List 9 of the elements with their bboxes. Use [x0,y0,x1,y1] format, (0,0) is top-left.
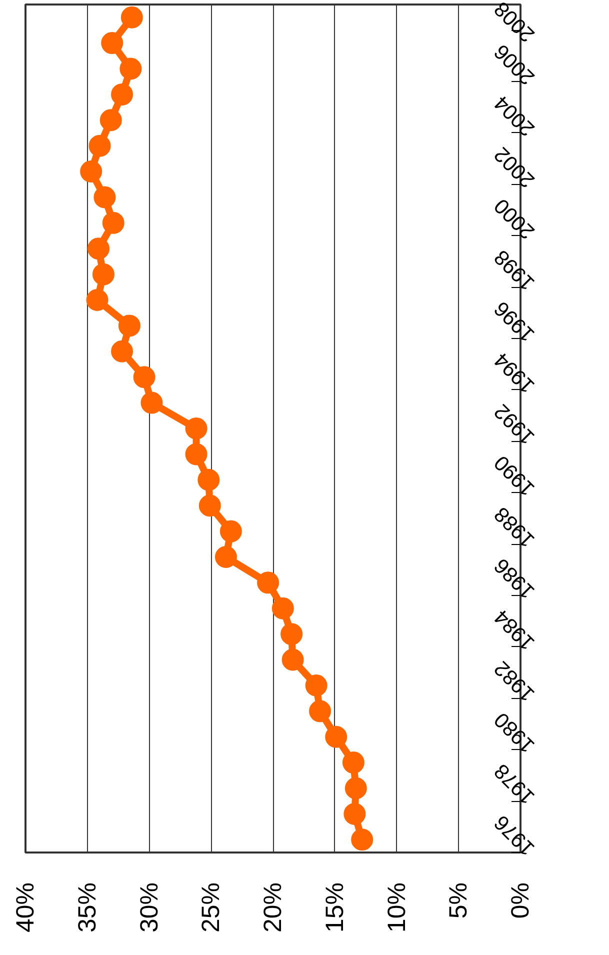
x-tick-label: 40% [12,882,40,933]
x-tick-label: 35% [73,882,102,933]
x-tick-label: 5% [444,882,473,919]
x-tick-label: 30% [135,882,164,933]
x-tick-label: 0% [506,882,534,919]
x-tick-label: 20% [259,882,287,933]
x-tick-label: 10% [382,882,411,933]
x-tick-label: 15% [320,882,349,933]
x-tick-label: 25% [197,882,226,933]
